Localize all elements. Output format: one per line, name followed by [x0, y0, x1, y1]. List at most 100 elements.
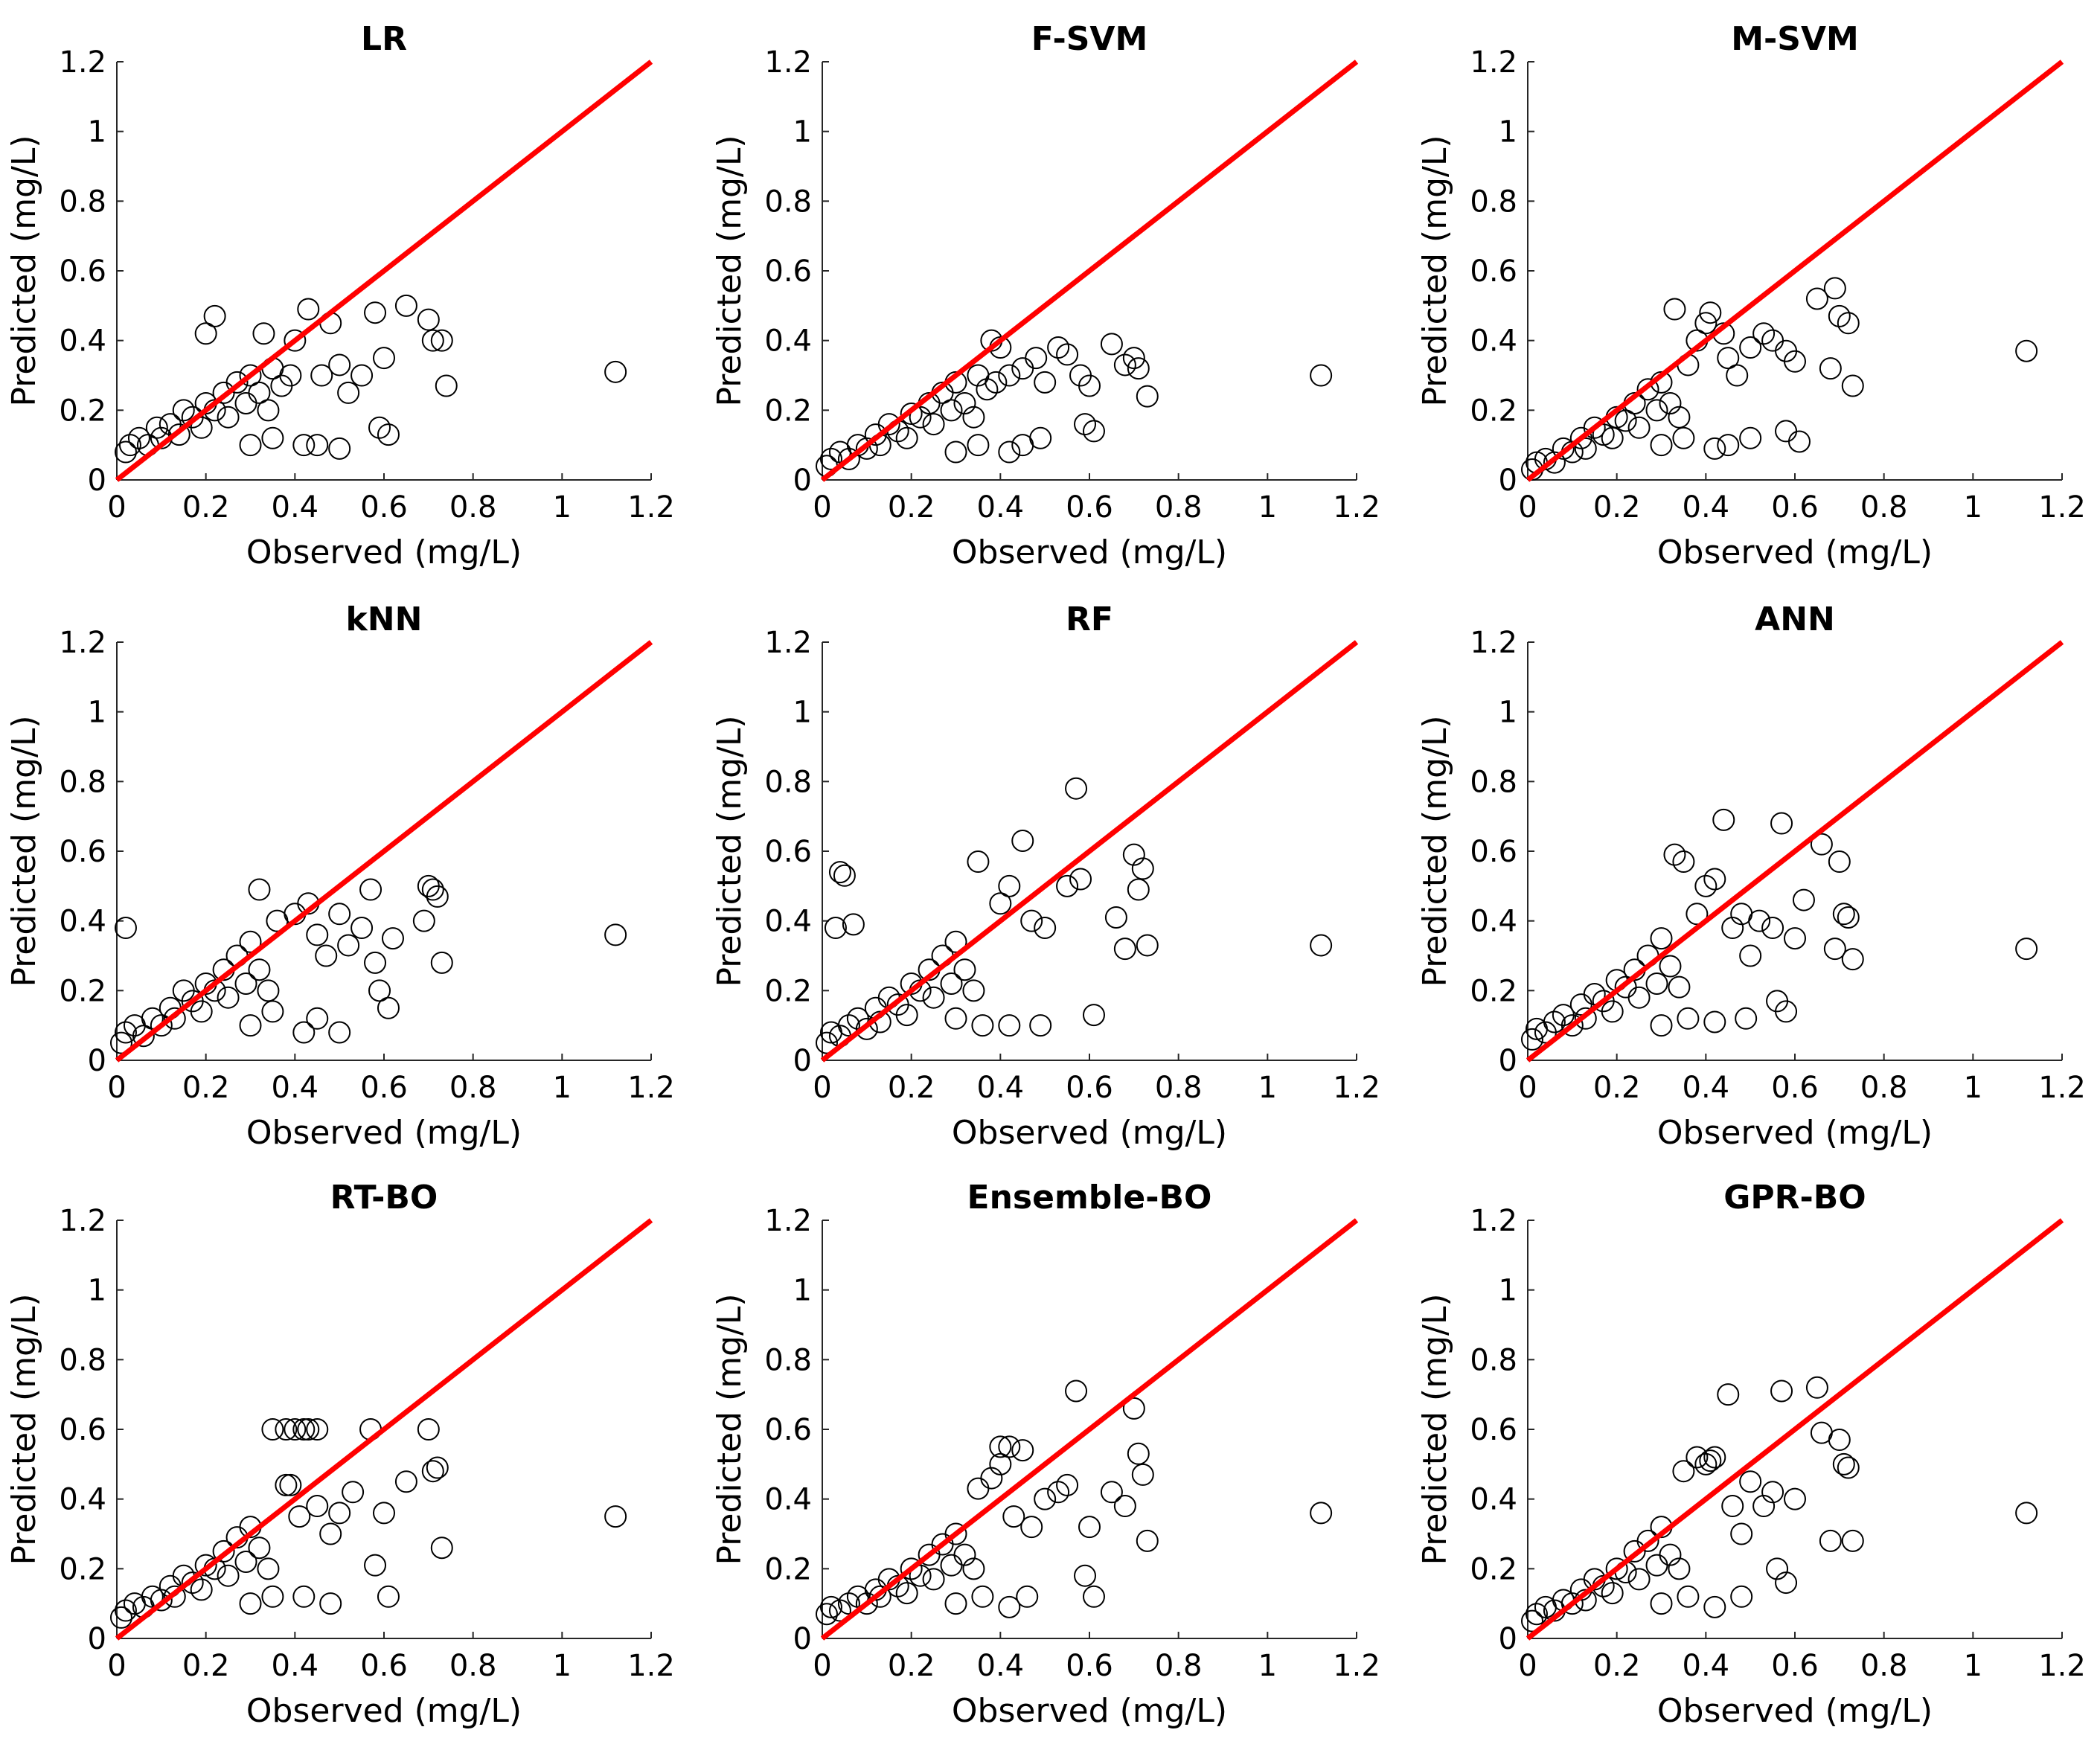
subplot-rt-bo: RT-BO 0 0.2 0.4 0.6 0.8 1 1.2 0 0.2 0.4 0.6 0.8 1 1.2 O…: [5, 1179, 675, 1730]
data-point: [306, 1007, 329, 1030]
y-tick-label: 1.2: [764, 626, 812, 660]
data-point: [1739, 426, 1762, 449]
y-tick-label: 0.2: [764, 974, 812, 1008]
x-tick-label: 0.6: [1066, 1649, 1113, 1683]
data-point: [394, 1470, 417, 1493]
data-point: [1810, 833, 1833, 856]
data-point: [1659, 391, 1682, 414]
data-point: [1730, 1522, 1753, 1545]
y-tick-label: 0: [88, 1044, 106, 1078]
data-point: [430, 951, 453, 974]
data-point: [1787, 430, 1811, 453]
one-to-one-line: [115, 1218, 653, 1641]
y-tick-label: 0.8: [764, 1343, 812, 1377]
data-point: [163, 1007, 186, 1030]
y-tick-label: 0.4: [59, 324, 106, 359]
data-point: [292, 1418, 316, 1441]
data-point: [1739, 944, 1762, 967]
data-point: [1677, 1007, 1700, 1030]
data-point: [421, 1460, 444, 1483]
subplot-f-svm: F-SVM 0 0.2 0.4 0.6 0.8 1 1.2 0 0.2 0.4 0.6 0.8 1 1.2 O…: [711, 20, 1380, 571]
data-point: [181, 1571, 204, 1595]
data-point: [1672, 850, 1695, 874]
x-tick-label: 1: [1964, 1649, 1982, 1683]
data-point: [257, 399, 280, 422]
y-tick-label: 0.6: [764, 254, 812, 289]
data-point: [261, 1585, 284, 1608]
data-point: [306, 923, 329, 946]
plot-title: RT-BO: [330, 1179, 438, 1217]
x-tick-label: 0.8: [1860, 1071, 1908, 1105]
data-point: [922, 413, 945, 436]
data-point: [1726, 364, 1749, 387]
y-tick-label: 0.4: [59, 905, 106, 939]
y-tick-label: 0.4: [764, 905, 812, 939]
y-tick-label: 0: [793, 1044, 812, 1078]
data-point: [1784, 1487, 1806, 1510]
data-point: [377, 423, 400, 446]
data-point: [284, 1418, 307, 1441]
x-tick-label: 1.2: [627, 490, 675, 525]
y-axis-label: Predicted (mg/L): [5, 716, 43, 987]
x-tick-label: 1: [553, 490, 572, 525]
data-point: [944, 440, 967, 464]
x-tick-label: 1.2: [1333, 490, 1380, 525]
data-point: [1560, 1014, 1584, 1037]
y-tick-label: 0.2: [1470, 974, 1517, 1008]
data-point: [1601, 1582, 1624, 1605]
data-point: [328, 437, 351, 460]
data-point: [234, 391, 257, 414]
data-point: [261, 1000, 284, 1023]
data-point: [257, 1557, 280, 1580]
data-point: [1784, 927, 1806, 950]
data-point: [1605, 1557, 1628, 1580]
data-point: [1047, 336, 1070, 359]
data-point: [815, 1603, 838, 1626]
data-point: [1520, 1609, 1543, 1632]
x-axis-label: Observed (mg/L): [952, 1114, 1227, 1152]
data-point: [257, 979, 280, 1002]
y-tick-label: 0.4: [764, 1483, 812, 1517]
x-tick-label: 0: [813, 1071, 831, 1105]
data-point: [1761, 329, 1784, 352]
one-to-one-line: [820, 640, 1359, 1063]
data-point: [1074, 1564, 1097, 1587]
x-tick-label: 0.8: [449, 490, 497, 525]
data-point: [1122, 843, 1145, 866]
y-axis-label: Predicted (mg/L): [711, 716, 749, 987]
x-axis-label: Observed (mg/L): [952, 1692, 1227, 1730]
data-point: [1016, 1585, 1039, 1608]
data-point: [1770, 1380, 1793, 1403]
data-point: [1029, 426, 1052, 449]
data-point: [1819, 1529, 1842, 1552]
x-tick-label: 0.2: [1593, 490, 1641, 525]
y-tick-label: 0.6: [59, 1413, 106, 1447]
data-point: [1034, 371, 1057, 394]
data-point: [985, 371, 1008, 394]
y-tick-label: 1.2: [59, 45, 106, 80]
x-tick-label: 0.6: [1066, 490, 1113, 525]
y-tick-label: 0: [1499, 464, 1517, 498]
data-point: [234, 972, 257, 995]
x-tick-label: 1: [553, 1071, 572, 1105]
data-point: [132, 1025, 155, 1048]
data-point: [1078, 374, 1101, 397]
data-point: [998, 1595, 1021, 1618]
data-point: [141, 1585, 164, 1608]
data-point: [1583, 416, 1606, 439]
data-point: [417, 308, 440, 331]
y-tick-label: 1: [88, 115, 106, 150]
data-point: [1136, 1529, 1159, 1552]
data-point: [837, 1592, 860, 1615]
data-point: [1828, 1429, 1851, 1452]
data-point: [252, 322, 275, 345]
x-tick-label: 0.4: [1683, 1649, 1730, 1683]
y-tick-label: 1.2: [59, 1204, 106, 1238]
data-point: [109, 1606, 132, 1629]
data-point: [1828, 850, 1851, 874]
data-point: [1699, 1449, 1722, 1473]
data-point: [1136, 934, 1159, 957]
data-point: [1560, 1592, 1584, 1615]
data-point: [279, 1473, 302, 1496]
y-tick-label: 0: [793, 464, 812, 498]
